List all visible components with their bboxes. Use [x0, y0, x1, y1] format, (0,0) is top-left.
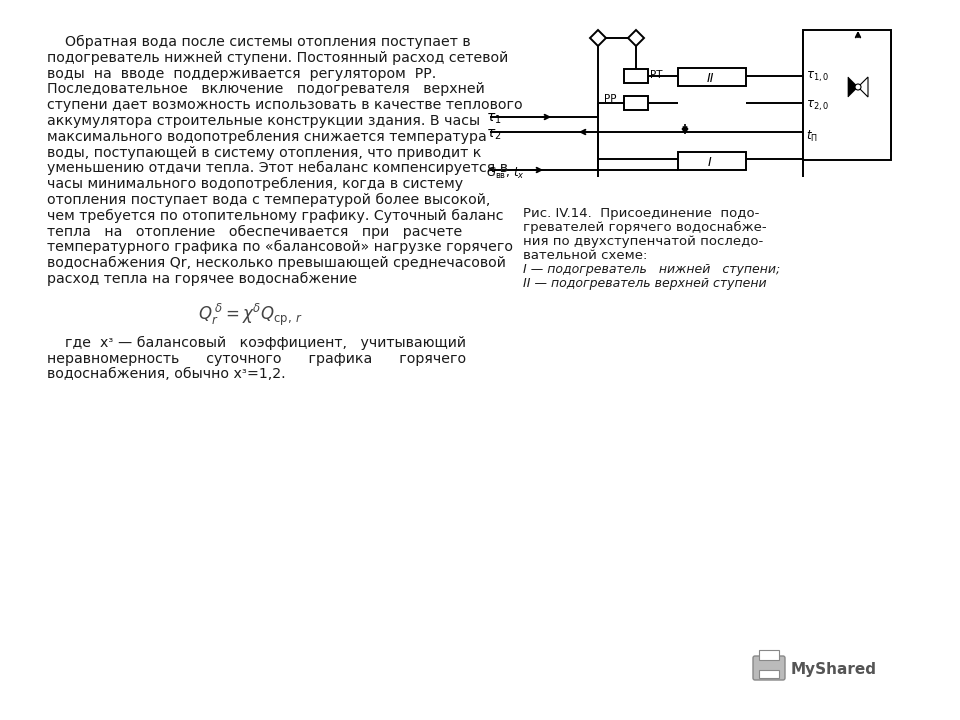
Polygon shape	[628, 30, 644, 46]
Text: I: I	[708, 156, 712, 169]
Circle shape	[855, 84, 861, 90]
Text: неравномерность      суточного      графика      горячего: неравномерность суточного графика горяче…	[47, 351, 467, 366]
Polygon shape	[858, 77, 868, 97]
Text: I — подогреватель   нижней   ступени;: I — подогреватель нижней ступени;	[523, 263, 780, 276]
Text: вательной схеме:: вательной схеме:	[523, 249, 647, 262]
Text: Обратная вода после системы отопления поступает в: Обратная вода после системы отопления по…	[47, 35, 470, 49]
Text: $t_\Pi$: $t_\Pi$	[806, 129, 818, 144]
Text: гревателей горячего водоснабже-: гревателей горячего водоснабже-	[523, 221, 767, 234]
Text: воды, поступающей в систему отопления, что приводит к: воды, поступающей в систему отопления, ч…	[47, 145, 481, 160]
Text: Последовательное   включение   подогревателя   верхней: Последовательное включение подогревателя…	[47, 82, 485, 96]
Text: ступени дает возможность использовать в качестве теплового: ступени дает возможность использовать в …	[47, 98, 522, 112]
Text: тепла   на   отопление   обеспечивается   при   расчете: тепла на отопление обеспечивается при ра…	[47, 225, 463, 239]
Text: водоснабжения, обычно xᶟ=1,2.: водоснабжения, обычно xᶟ=1,2.	[47, 367, 286, 382]
Bar	[678, 152, 746, 170]
Text: температурного графика по «балансовой» нагрузке горячего: температурного графика по «балансовой» н…	[47, 240, 513, 254]
Text: $\tau_{1,0}$: $\tau_{1,0}$	[806, 70, 829, 84]
Text: $\tau_{2,0}$: $\tau_{2,0}$	[806, 99, 829, 114]
Text: $Q_r^{\,\delta} = \chi^{\delta} Q_{\mathrm{cp},\,r}$: $Q_r^{\,\delta} = \chi^{\delta} Q_{\math…	[198, 302, 302, 328]
Text: водоснабжения Qr, несколько превышающей среднечасовой: водоснабжения Qr, несколько превышающей …	[47, 256, 506, 270]
Text: максимального водопотребления снижается температура: максимального водопотребления снижается …	[47, 130, 487, 144]
Text: РР: РР	[604, 94, 616, 104]
Text: II: II	[707, 72, 713, 85]
Text: чем требуется по отопительному графику. Суточный баланс: чем требуется по отопительному графику. …	[47, 209, 503, 223]
Bar	[803, 30, 891, 160]
Text: отопления поступает вода с температурой более высокой,: отопления поступает вода с температурой …	[47, 193, 491, 207]
Text: где  xᶟ — балансовый   коэффициент,   учитывающий: где xᶟ — балансовый коэффициент, учитыва…	[47, 336, 466, 350]
Text: ния по двухступенчатой последо-: ния по двухступенчатой последо-	[523, 235, 763, 248]
Text: Рис. IV.14.  Присоединение  подо-: Рис. IV.14. Присоединение подо-	[523, 207, 759, 220]
Text: $\tau_1$: $\tau_1$	[486, 112, 502, 127]
Text: уменьшению отдачи тепла. Этот небаланс компенсируется в: уменьшению отдачи тепла. Этот небаланс к…	[47, 161, 508, 176]
Text: II — подогреватель верхней ступени: II — подогреватель верхней ступени	[523, 277, 767, 290]
Bar	[759, 670, 779, 678]
Text: $\tau_2$: $\tau_2$	[486, 128, 501, 143]
Text: MyShared: MyShared	[791, 662, 877, 677]
Polygon shape	[848, 77, 858, 97]
FancyBboxPatch shape	[753, 656, 785, 680]
Text: РТ: РТ	[650, 70, 662, 80]
Bar	[624, 96, 648, 110]
Text: подогреватель нижней ступени. Постоянный расход сетевой: подогреватель нижней ступени. Постоянный…	[47, 51, 508, 65]
Text: воды  на  вводе  поддерживается  регулятором  РР.: воды на вводе поддерживается регулятором…	[47, 67, 436, 81]
Text: аккумулятора строительные конструкции здания. В часы: аккумулятора строительные конструкции зд…	[47, 114, 480, 128]
Polygon shape	[590, 30, 606, 46]
Bar	[759, 650, 779, 660]
Bar	[624, 69, 648, 83]
Text: расход тепла на горячее водоснабжение: расход тепла на горячее водоснабжение	[47, 272, 357, 286]
Text: часы минимального водопотребления, когда в систему: часы минимального водопотребления, когда…	[47, 177, 463, 192]
Text: $G_{\rm вв},\,t_x$: $G_{\rm вв},\,t_x$	[486, 166, 525, 181]
Bar	[678, 68, 746, 86]
